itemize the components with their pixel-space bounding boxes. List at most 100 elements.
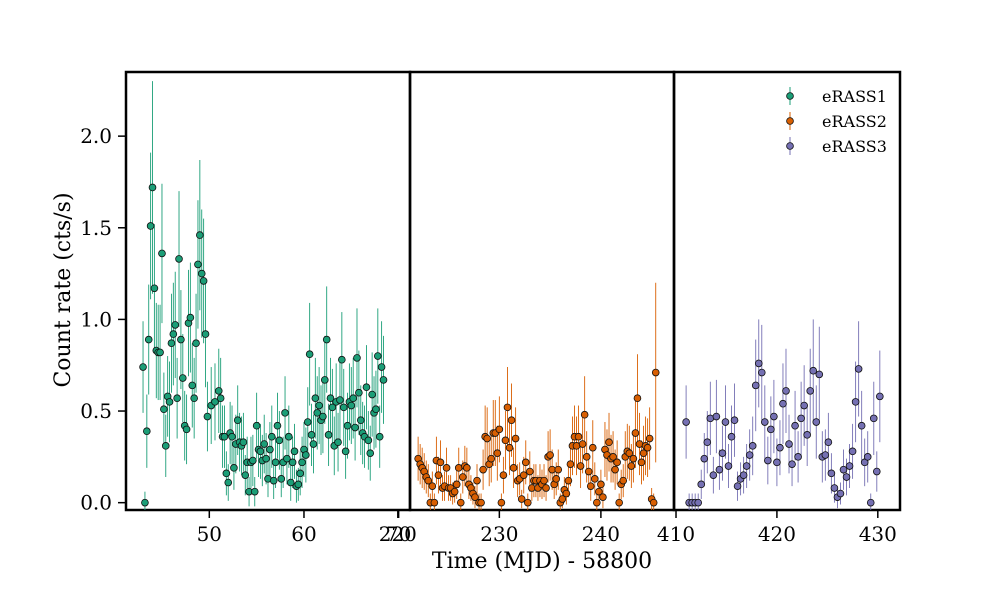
data-point [442,464,451,472]
data-point [718,449,727,457]
data-point [275,436,284,445]
panel-frame-2 [408,70,676,512]
data-point [186,313,195,322]
data-point [582,453,591,461]
data-point [597,480,605,489]
data-point [177,335,185,344]
data-point [271,458,280,467]
legend-marker [786,117,794,125]
data-point [230,464,238,472]
data-point [754,359,763,368]
data-point [175,255,183,263]
data-point [436,458,445,467]
data-point [256,447,265,456]
x-axis-label: Time (MJD) - 58800 [432,549,652,574]
data-point [637,458,646,467]
data-point [649,498,658,507]
data-point [146,222,155,230]
data-point [199,277,208,285]
data-point [286,478,295,487]
data-point [782,387,790,395]
data-point [424,476,433,485]
data-point [281,409,289,417]
data-point [250,487,259,496]
data-point [776,443,784,452]
data-point [201,330,210,338]
data-point [375,432,384,441]
data-point [593,498,601,507]
x-tick-label: 420 [758,522,796,546]
data-point [619,476,628,485]
data-point [269,476,278,485]
data-point [305,350,314,359]
data-point [517,495,526,503]
legend-item-eRASS1: eRASS1 [786,87,887,106]
data-point [806,387,815,395]
legend: eRASS1 eRASS2 eRASS3 [786,87,887,156]
data-point [266,445,274,454]
data-point [471,493,479,501]
data-point [848,447,857,456]
data-point [322,335,331,344]
series-eRASS3 [682,319,884,510]
data-point [428,482,437,490]
data-point [645,434,654,443]
data-point [869,414,878,423]
data-point [751,381,760,390]
data-point [812,418,821,426]
data-point [733,482,742,490]
data-point [584,467,593,476]
data-point [694,498,703,507]
data-point [851,398,860,406]
data-point [770,412,778,421]
data-point [800,401,808,410]
data-point [609,453,617,461]
data-point [564,476,573,485]
y-axis-ticks: 0.0 0.5 1.0 1.5 2.0 [80,124,126,515]
data-point [283,454,291,463]
chart-panels [124,70,902,512]
data-point [477,498,485,507]
data-point [303,418,312,426]
data-point [857,421,866,430]
data-point [366,449,375,457]
data-point [214,387,223,395]
data-point [343,421,352,430]
data-point [827,469,836,478]
data-point [815,370,824,379]
data-point [651,368,660,377]
data-point [324,431,333,439]
data-point [633,394,642,403]
data-point [267,432,276,441]
data-point [190,394,198,403]
data-point [558,495,567,503]
data-point [499,471,508,479]
data-point [803,431,811,439]
data-point [364,436,373,445]
data-point [505,443,514,452]
data-point [785,440,793,448]
data-point [156,348,164,357]
data-point [540,476,548,485]
data-point [296,469,304,478]
data-point [483,434,491,443]
data-point [546,451,554,459]
data-point [216,394,225,403]
data-point [197,269,206,278]
data-point [526,467,534,476]
data-point [320,376,329,384]
data-point [285,432,293,441]
data-point [788,460,796,468]
data-point [574,432,583,441]
data-point [182,425,191,434]
data-point [463,464,471,472]
data-point [586,482,595,490]
y-tick-label: 1.0 [80,307,112,331]
data-point [338,355,346,364]
data-point [148,183,157,192]
data-point [165,398,174,406]
legend-marker [786,92,794,100]
data-point [307,431,316,439]
data-point [379,376,388,384]
data-point [767,425,775,434]
